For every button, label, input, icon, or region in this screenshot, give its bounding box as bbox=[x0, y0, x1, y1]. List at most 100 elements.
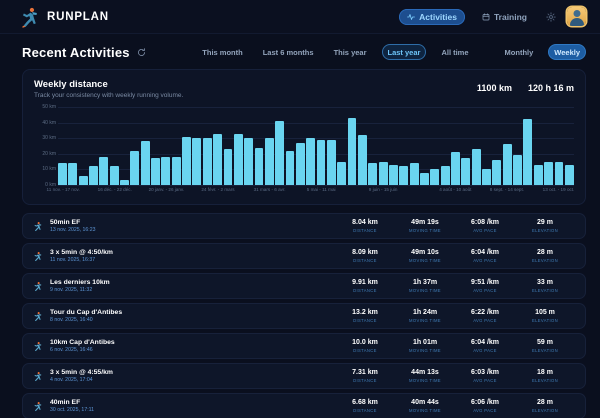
activity-stat-label: DISTANCE bbox=[353, 228, 377, 233]
chart-bar[interactable] bbox=[378, 161, 388, 185]
chart-gridlines bbox=[58, 107, 574, 186]
chart-bar[interactable] bbox=[564, 164, 574, 185]
activity-stat-moving-time: 1h 37m MOVING TIME bbox=[395, 279, 455, 293]
chart-bar[interactable] bbox=[275, 121, 285, 185]
x-axis-tick-label: 4 août - 10 août bbox=[439, 187, 472, 192]
chart-bar[interactable] bbox=[347, 117, 357, 185]
chart-bar[interactable] bbox=[306, 138, 316, 185]
filter-last-6-months[interactable]: Last 6 months bbox=[262, 47, 314, 57]
chart-bar[interactable] bbox=[316, 139, 326, 185]
chart-bar[interactable] bbox=[161, 156, 171, 185]
gear-icon[interactable] bbox=[544, 10, 558, 24]
chart-bar[interactable] bbox=[78, 175, 88, 185]
chart-bar[interactable] bbox=[357, 135, 367, 185]
chart-bar[interactable] bbox=[420, 172, 429, 185]
chart-bar[interactable] bbox=[430, 169, 440, 185]
chart-bar[interactable] bbox=[471, 149, 481, 185]
chart-bar[interactable] bbox=[140, 141, 150, 185]
chart-bar[interactable] bbox=[264, 138, 274, 185]
chart-bar[interactable] bbox=[182, 136, 191, 185]
activity-stat-label: AVG PACE bbox=[473, 258, 497, 263]
chart-bar[interactable] bbox=[233, 133, 243, 185]
x-axis-tick-label: 16 déc. - 22 déc. bbox=[97, 187, 132, 192]
activity-stat-value: 28 m bbox=[537, 249, 553, 256]
activity-row[interactable]: 3 x 5min @ 4:50/km 11 nov. 2025, 16:37 8.0… bbox=[22, 243, 586, 269]
chart-bar[interactable] bbox=[151, 158, 160, 185]
filter-this-month[interactable]: This month bbox=[202, 47, 243, 57]
chart-bar[interactable] bbox=[254, 147, 264, 185]
page-header: Recent Activities This month Last 6 month… bbox=[22, 44, 586, 60]
chart-bar[interactable] bbox=[523, 119, 533, 185]
activity-date: 11 nov. 2025, 16:37 bbox=[50, 257, 96, 264]
activity-list: 50min EF 13 nov. 2025, 16:23 8.04 km DISTAN… bbox=[22, 213, 586, 418]
activity-row[interactable]: 10km Cap d'Antibes 6 nov. 2025, 16:46 10.0… bbox=[22, 333, 586, 359]
user-avatar[interactable] bbox=[567, 7, 586, 26]
activity-stat-label: MOVING TIME bbox=[409, 378, 441, 383]
chart-bar[interactable] bbox=[326, 139, 336, 185]
chart-bar[interactable] bbox=[451, 152, 460, 185]
activity-row[interactable]: 40min EF 30 oct. 2025, 17:11 6.68 km DISTAN… bbox=[22, 393, 586, 418]
chart-bar[interactable] bbox=[482, 169, 491, 185]
activity-stat-label: MOVING TIME bbox=[409, 228, 441, 233]
chart-bar[interactable] bbox=[223, 149, 233, 185]
chart-bar[interactable] bbox=[120, 180, 129, 185]
activity-stat-moving-time: 44m 13s MOVING TIME bbox=[395, 369, 455, 383]
chart-bar[interactable] bbox=[492, 160, 502, 185]
chart-bar[interactable] bbox=[513, 155, 522, 185]
chart-bar[interactable] bbox=[502, 144, 512, 185]
activity-stat-avg-pace: 9:51 /km AVG PACE bbox=[455, 279, 515, 293]
filter-monthly[interactable]: Monthly bbox=[504, 47, 534, 57]
chart-bar[interactable] bbox=[68, 163, 78, 185]
refresh-icon[interactable] bbox=[137, 47, 146, 57]
y-axis-tick-label: 20 km bbox=[42, 150, 56, 157]
activity-stat-avg-pace: 6:04 /km AVG PACE bbox=[455, 249, 515, 263]
filter-weekly[interactable]: Weekly bbox=[548, 44, 586, 60]
chart-bar[interactable] bbox=[533, 164, 543, 185]
activity-row[interactable]: 50min EF 13 nov. 2025, 16:23 8.04 km DISTAN… bbox=[22, 213, 586, 239]
chart-bar[interactable] bbox=[58, 163, 67, 185]
chart-bar[interactable] bbox=[285, 150, 295, 185]
chart-bar[interactable] bbox=[337, 161, 347, 185]
chart-bar[interactable] bbox=[389, 164, 398, 185]
filter-all-time[interactable]: All time bbox=[441, 47, 469, 57]
activity-row[interactable]: Les derniers 10km 9 nov. 2025, 11:32 9.91 … bbox=[22, 273, 586, 299]
activity-name: Tour du Cap d'Antibes bbox=[50, 308, 123, 316]
filter-this-year[interactable]: This year bbox=[333, 47, 367, 57]
chart-bar[interactable] bbox=[440, 166, 450, 185]
chart-bar[interactable] bbox=[202, 138, 212, 185]
nav-tab-training[interactable]: Training bbox=[474, 9, 535, 25]
activity-stat-avg-pace: 6:04 /km AVG PACE bbox=[455, 339, 515, 353]
activity-stat-label: MOVING TIME bbox=[409, 318, 441, 323]
chart-bar[interactable] bbox=[544, 161, 553, 185]
chart-bar[interactable] bbox=[99, 156, 109, 185]
chart-bar[interactable] bbox=[399, 166, 409, 185]
chart-bar[interactable] bbox=[130, 150, 140, 185]
chart-bar[interactable] bbox=[461, 158, 471, 185]
activity-row[interactable]: Tour du Cap d'Antibes 8 nov. 2025, 16:40 1… bbox=[22, 303, 586, 329]
chart-bar[interactable] bbox=[368, 163, 378, 185]
brand-logo[interactable]: RUNPLAN bbox=[18, 6, 109, 28]
activity-stat-avg-pace: 6:22 /km AVG PACE bbox=[455, 309, 515, 323]
nav-tab-activities[interactable]: Activities bbox=[399, 8, 465, 25]
activity-stat-label: AVG PACE bbox=[473, 348, 497, 353]
top-navigation-bar: RUNPLAN Activities Training bbox=[0, 0, 600, 34]
chart-bar[interactable] bbox=[213, 133, 222, 185]
chart-bar[interactable] bbox=[109, 166, 119, 185]
chart-bar[interactable] bbox=[409, 163, 419, 185]
filter-last-year[interactable]: Last year bbox=[381, 44, 427, 60]
chart-bar[interactable] bbox=[192, 138, 202, 185]
activity-name: 40min EF bbox=[50, 398, 81, 406]
activity-stat-label: DISTANCE bbox=[353, 318, 377, 323]
activity-row[interactable]: 3 x 5min @ 4:55/km 4 nov. 2025, 17:04 7.31… bbox=[22, 363, 586, 389]
chart-bar[interactable] bbox=[89, 166, 98, 185]
x-axis-tick-label: 9 juin - 15 juin bbox=[368, 187, 398, 192]
activity-meta: 3 x 5min @ 4:55/km 4 nov. 2025, 17:04 bbox=[50, 369, 113, 384]
activity-stat-value: 9.91 km bbox=[352, 279, 378, 286]
activity-pulse-icon bbox=[407, 13, 416, 20]
activity-stat-value: 1h 01m bbox=[412, 339, 438, 346]
chart-bar[interactable] bbox=[295, 142, 305, 185]
chart-bar[interactable] bbox=[554, 161, 564, 185]
chart-bar[interactable] bbox=[171, 156, 181, 185]
x-axis-tick-label: 8 sept. - 14 sept. bbox=[489, 187, 525, 192]
chart-bar[interactable] bbox=[244, 138, 254, 185]
